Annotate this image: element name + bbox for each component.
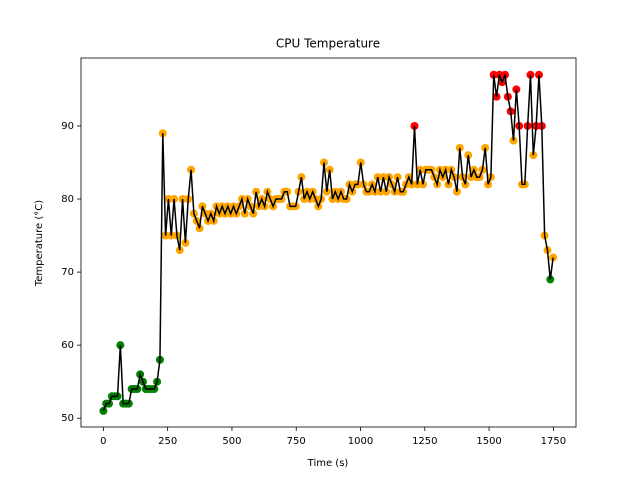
y-tick-label: 90 xyxy=(61,121,74,132)
x-tick-label: 750 xyxy=(287,436,306,447)
y-tick-label: 60 xyxy=(61,340,74,351)
plot-frame xyxy=(80,57,577,428)
y-tick-label: 80 xyxy=(61,194,74,205)
y-tick-label: 70 xyxy=(61,267,74,278)
y-axis-label: Temperature (°C) xyxy=(34,200,45,287)
x-tick-label: 1000 xyxy=(348,436,373,447)
y-tick-label: 50 xyxy=(61,413,74,424)
x-tick-label: 250 xyxy=(158,436,177,447)
x-tick-label: 500 xyxy=(222,436,241,447)
x-tick-label: 1500 xyxy=(476,436,501,447)
line xyxy=(102,74,554,412)
x-tick-label: 0 xyxy=(100,436,106,447)
chart-title: CPU Temperature xyxy=(276,37,380,51)
x-tick-label: 1750 xyxy=(541,436,566,447)
x-tick-label: 1250 xyxy=(412,436,437,447)
x-axis-label: Time (s) xyxy=(307,458,349,469)
